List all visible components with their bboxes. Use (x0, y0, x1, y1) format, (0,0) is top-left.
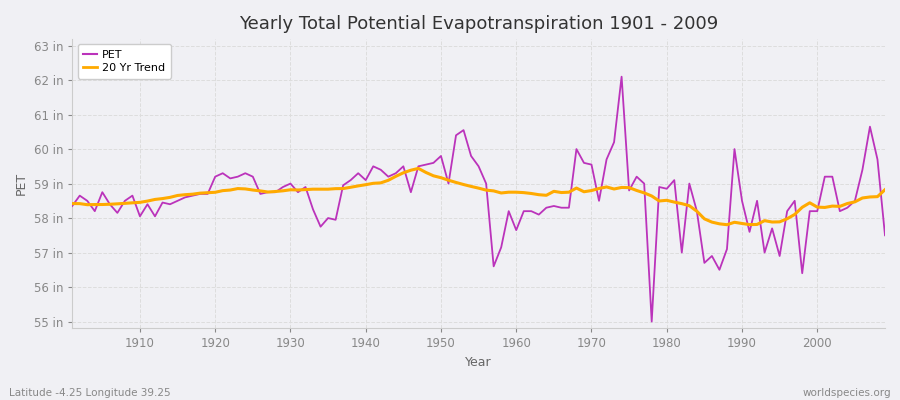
X-axis label: Year: Year (465, 356, 492, 369)
Legend: PET, 20 Yr Trend: PET, 20 Yr Trend (77, 44, 171, 79)
Text: worldspecies.org: worldspecies.org (803, 388, 891, 398)
Y-axis label: PET: PET (15, 172, 28, 195)
Title: Yearly Total Potential Evapotranspiration 1901 - 2009: Yearly Total Potential Evapotranspiratio… (239, 15, 718, 33)
Text: Latitude -4.25 Longitude 39.25: Latitude -4.25 Longitude 39.25 (9, 388, 171, 398)
